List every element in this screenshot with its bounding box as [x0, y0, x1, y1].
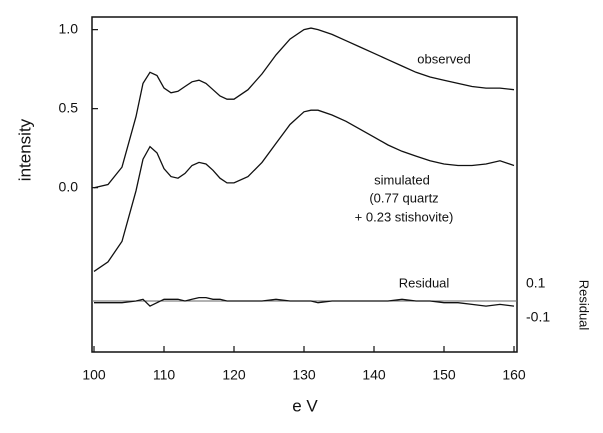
annotation: (0.77 quartz — [369, 190, 438, 205]
series-label: Residual — [399, 275, 450, 290]
plot-frame — [91, 16, 518, 353]
series-line — [93, 27, 515, 189]
y-tick-label: 0.0 — [59, 178, 79, 194]
y-tick-label: 1.0 — [59, 20, 79, 36]
y-axis-label: intensity — [15, 118, 34, 181]
x-tick-label: 130 — [292, 367, 316, 383]
y2-tick-label: 0.1 — [526, 275, 546, 291]
annotation: + 0.23 stishovite) — [355, 209, 454, 224]
x-tick-label: 160 — [502, 367, 526, 383]
y2-axis-label: Residual — [577, 280, 592, 331]
series-line — [94, 296, 515, 307]
y2-tick-label: -0.1 — [526, 309, 550, 325]
x-tick-label: 140 — [362, 367, 386, 383]
y-tick-label: 0.5 — [59, 99, 79, 115]
series-line — [93, 109, 515, 272]
x-tick-label: 110 — [153, 367, 176, 383]
x-tick-label: 100 — [82, 367, 106, 383]
x-axis-label: e V — [292, 396, 318, 415]
x-tick-label: 120 — [222, 367, 246, 383]
x-tick-label: 150 — [432, 367, 456, 383]
series-label: simulated — [374, 172, 430, 187]
series-label: observed — [417, 51, 470, 66]
